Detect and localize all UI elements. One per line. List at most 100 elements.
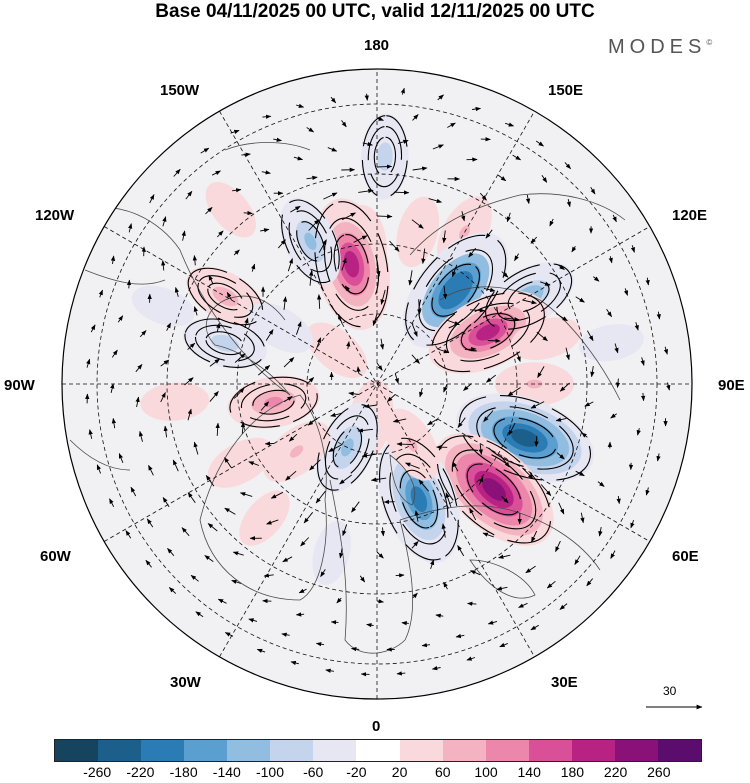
wind-vector bbox=[412, 592, 418, 599]
wind-vector bbox=[327, 147, 338, 152]
colorbar-tick-label: 20 bbox=[391, 764, 408, 780]
wind-vector bbox=[470, 570, 481, 576]
wind-vector bbox=[396, 671, 406, 676]
wind-vector bbox=[139, 330, 147, 338]
anomaly-contour bbox=[604, 338, 618, 347]
anomaly-contour bbox=[156, 302, 170, 311]
wind-vector bbox=[307, 418, 317, 426]
wind-vector bbox=[290, 205, 301, 213]
wind-vector bbox=[379, 338, 385, 350]
streamline bbox=[466, 463, 522, 516]
streamline-vortex bbox=[436, 435, 552, 544]
wind-vector bbox=[363, 403, 378, 409]
wind-vector bbox=[190, 574, 199, 582]
wind-vector bbox=[160, 359, 170, 367]
wind-vector bbox=[498, 554, 511, 559]
wind-vector bbox=[98, 289, 103, 298]
wind-vector bbox=[497, 174, 507, 182]
wind-vector bbox=[530, 236, 538, 244]
wind-vector bbox=[209, 390, 219, 402]
streamline bbox=[194, 324, 255, 362]
colorbar-tick-label: 180 bbox=[560, 764, 585, 780]
wind-vector bbox=[417, 299, 422, 315]
colorbar-tick-label: 60 bbox=[435, 764, 451, 780]
wind-vector bbox=[610, 550, 616, 559]
wind-vector bbox=[216, 322, 221, 333]
wind-vector bbox=[376, 264, 381, 277]
wind-vector bbox=[233, 387, 245, 399]
wind-vector bbox=[339, 474, 352, 485]
wind-vector bbox=[640, 357, 645, 366]
wind-vector bbox=[181, 230, 186, 241]
wind-vector bbox=[232, 551, 244, 556]
wind-vector bbox=[248, 618, 258, 623]
wind-vector bbox=[571, 246, 577, 253]
wind-vector bbox=[370, 477, 387, 482]
wind-vector bbox=[411, 323, 418, 337]
wind-vector bbox=[187, 408, 192, 421]
wind-vector bbox=[455, 633, 465, 639]
wind-vector bbox=[273, 137, 283, 142]
wind-vector bbox=[208, 274, 214, 284]
meridian-line bbox=[219, 110, 535, 657]
colorbar-swatch bbox=[55, 740, 99, 761]
wind-vector bbox=[535, 140, 544, 147]
streamline bbox=[458, 394, 592, 481]
coastlines bbox=[69, 142, 626, 654]
brand-logo: MODES© bbox=[608, 36, 712, 59]
wind-vector bbox=[315, 642, 325, 647]
colorbar-swatch bbox=[313, 740, 357, 761]
wind-vector bbox=[330, 620, 339, 625]
wind-vector bbox=[231, 579, 242, 584]
streamline bbox=[418, 249, 494, 332]
wind-vector bbox=[277, 239, 286, 249]
wind-vector bbox=[224, 507, 236, 515]
wind-vector bbox=[469, 308, 486, 313]
wind-vector bbox=[317, 294, 322, 309]
wind-vector bbox=[149, 194, 155, 204]
wind-vector bbox=[555, 540, 561, 553]
wind-vector bbox=[161, 260, 166, 271]
streamline bbox=[476, 406, 574, 470]
wind-vector bbox=[565, 347, 570, 361]
wind-vector bbox=[501, 496, 509, 504]
colorbar-swatch bbox=[184, 740, 228, 761]
wind-vector bbox=[656, 311, 661, 320]
colorbar-swatch bbox=[614, 740, 658, 761]
wind-vector bbox=[240, 421, 246, 434]
wind-vector bbox=[160, 392, 166, 403]
wind-vector bbox=[485, 374, 496, 383]
wind-vector bbox=[282, 296, 288, 310]
wind-vector bbox=[376, 116, 384, 121]
wind-vector bbox=[200, 147, 210, 154]
wind-vector bbox=[336, 597, 342, 604]
wind-vector bbox=[461, 211, 466, 222]
wind-vector bbox=[362, 141, 373, 147]
streamline bbox=[361, 115, 408, 199]
wind-vector bbox=[205, 475, 215, 487]
polar-map[interactable] bbox=[0, 0, 750, 735]
wind-vector bbox=[293, 156, 304, 161]
anomaly-contour bbox=[167, 397, 182, 406]
wind-vector bbox=[110, 255, 116, 264]
wind-vector bbox=[163, 425, 168, 438]
wind-vector bbox=[630, 519, 635, 529]
wind-vector bbox=[285, 470, 297, 481]
wind-vector bbox=[451, 264, 458, 278]
wind-vector bbox=[185, 190, 193, 200]
wind-vector bbox=[623, 288, 629, 296]
wind-vector bbox=[341, 212, 356, 221]
map-boundary bbox=[61, 68, 693, 700]
wind-vector bbox=[387, 394, 396, 402]
wind-vector bbox=[193, 306, 198, 316]
wind-vector bbox=[522, 299, 537, 305]
streamline bbox=[389, 453, 449, 545]
anomaly-contour bbox=[264, 396, 283, 408]
wind-vector bbox=[216, 230, 224, 238]
wind-vector bbox=[418, 479, 429, 492]
wind-vector bbox=[496, 586, 508, 591]
wind-vector bbox=[397, 139, 409, 144]
wind-vector bbox=[408, 270, 413, 286]
wind-vector bbox=[610, 413, 617, 419]
colorbar-tick-label: -180 bbox=[169, 764, 198, 780]
